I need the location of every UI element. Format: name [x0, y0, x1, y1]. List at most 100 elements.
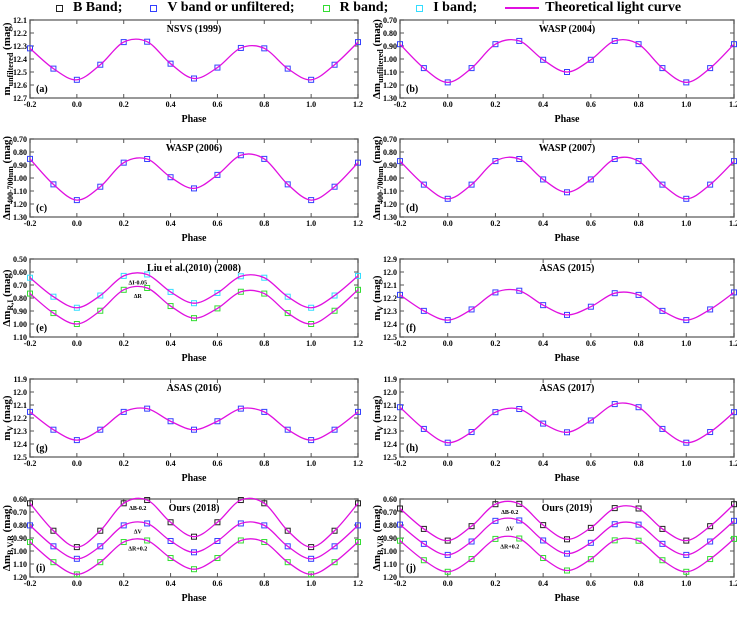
x-tick-label: -0.2 — [394, 219, 407, 228]
chart-panel-b: -0.2 0.0 0.2 0.4 0.6 0.8 1.0 1.2 Phase 0.70 0.80 0.… — [371, 16, 737, 125]
y-tick-label: 1.20 — [383, 200, 397, 209]
data-point-V — [420, 425, 427, 432]
x-tick-label: 0.6 — [586, 459, 596, 468]
data-point-R — [167, 303, 174, 310]
x-tick-label: 0.2 — [119, 579, 129, 588]
y-tick-label: 0.60 — [13, 268, 27, 277]
y-axis-label-unit: (mag) — [371, 19, 383, 50]
y-tick-label: 1.20 — [383, 81, 397, 90]
y-axis-label: Δm400-700nm (mag) — [371, 136, 385, 220]
data-point-V — [611, 37, 618, 44]
data-point-V — [492, 41, 499, 48]
x-tick-label: 0.6 — [212, 100, 222, 109]
data-point-V — [167, 537, 174, 544]
data-point-V — [97, 426, 104, 433]
data-point-V — [659, 65, 666, 72]
data-point-V — [492, 158, 499, 165]
data-point-B — [611, 505, 618, 512]
plot-frame — [29, 138, 359, 218]
data-point-V — [237, 152, 244, 159]
x-tick-label: 1.2 — [729, 459, 737, 468]
x-tick-label: -0.2 — [394, 100, 407, 109]
data-point-V — [635, 521, 642, 528]
series-annotation: ΔR — [134, 294, 143, 300]
data-point-I — [97, 292, 104, 299]
x-tick-label: 0.0 — [72, 219, 82, 228]
y-axis-label-main: m — [371, 311, 383, 320]
x-tick-label: 0.0 — [72, 459, 82, 468]
x-axis-label: Phase — [182, 233, 208, 244]
y-tick-label: 1.00 — [383, 55, 397, 64]
chart-title: NSVS (1999) — [167, 24, 222, 35]
y-tick-label: 12.3 — [13, 42, 27, 51]
data-point-R — [331, 559, 338, 566]
y-axis-label-main: m — [1, 86, 13, 95]
plot-frame — [29, 378, 359, 458]
x-axis-label: Phase — [555, 593, 581, 604]
data-point-V — [420, 540, 427, 547]
data-point-R — [144, 537, 151, 544]
legend-item-theoretical-curve: Theoretical light curve — [505, 0, 681, 16]
data-point-V — [261, 155, 268, 162]
data-point-I — [284, 293, 291, 300]
y-tick-label: 1.10 — [13, 187, 27, 196]
chart-panel-f: -0.2 0.0 0.2 0.4 0.6 0.8 1.0 1.2 Phase 12.9 12.0 12… — [371, 255, 737, 364]
data-point-V — [659, 307, 666, 314]
data-point-V — [355, 522, 361, 529]
data-point-V — [214, 64, 221, 71]
series-annotation: ΔV — [506, 526, 515, 532]
x-tick-label: 1.2 — [729, 100, 737, 109]
x-tick-label: 0.4 — [166, 219, 176, 228]
y-tick-label: 0.50 — [13, 255, 27, 264]
y-tick-label: 1.00 — [13, 174, 27, 183]
chart-panel-g: -0.2 0.0 0.2 0.4 0.6 0.8 1.0 1.2 Phase 11.9 12.0 12… — [1, 375, 363, 484]
x-tick-label: -0.2 — [394, 459, 407, 468]
data-point-B — [516, 500, 523, 507]
data-point-V — [707, 65, 714, 72]
y-tick-label: 1.10 — [13, 560, 27, 569]
y-tick-label: 0.80 — [383, 29, 397, 38]
y-tick-label: 11.9 — [383, 375, 397, 384]
x-tick-label: 0.4 — [166, 339, 176, 348]
data-point-R — [331, 307, 338, 314]
y-tick-label: 1.30 — [383, 213, 397, 222]
data-point-I — [144, 271, 151, 278]
data-point-V — [27, 522, 33, 529]
y-axis-label-subscript: unfiltered — [376, 49, 385, 83]
x-tick-label: 0.4 — [538, 100, 548, 109]
panel-label: (i) — [36, 563, 45, 574]
data-point-V — [492, 289, 499, 296]
data-point-V — [397, 158, 403, 165]
panel-label: (e) — [36, 323, 47, 334]
x-tick-label: -0.2 — [24, 579, 37, 588]
y-axis-label: mV (mag) — [371, 395, 385, 441]
x-tick-label: 1.0 — [306, 579, 316, 588]
y-tick-label: 1.00 — [383, 174, 397, 183]
y-tick-label: 1.10 — [383, 560, 397, 569]
data-point-R — [167, 555, 174, 562]
data-point-B — [120, 500, 127, 507]
y-tick-label: 12.3 — [383, 427, 397, 436]
x-tick-label: 0.2 — [119, 219, 129, 228]
y-tick-label: 0.70 — [13, 281, 27, 290]
x-tick-label: 1.2 — [729, 339, 737, 348]
theoretical-curve-V — [399, 38, 735, 84]
y-tick-label: 1.00 — [383, 547, 397, 556]
x-tick-label: 1.2 — [353, 459, 363, 468]
data-point-V — [659, 181, 666, 188]
y-tick-label: 1.20 — [383, 573, 397, 582]
data-point-V — [516, 156, 523, 163]
theoretical-curve-V — [29, 38, 359, 81]
data-point-V — [331, 426, 338, 433]
y-tick-label: 12.6 — [13, 81, 27, 90]
data-point-V — [261, 45, 268, 52]
x-tick-label: 0.8 — [259, 100, 269, 109]
y-tick-label: 12.4 — [383, 440, 397, 449]
plot-frame — [29, 498, 359, 578]
y-tick-label: 0.70 — [13, 135, 27, 144]
data-point-R — [587, 556, 594, 563]
series-annotation: ΔI-0.05 — [128, 280, 147, 286]
y-tick-label: 1.20 — [13, 200, 27, 209]
data-point-R — [284, 310, 291, 317]
plot-frame — [399, 138, 735, 218]
